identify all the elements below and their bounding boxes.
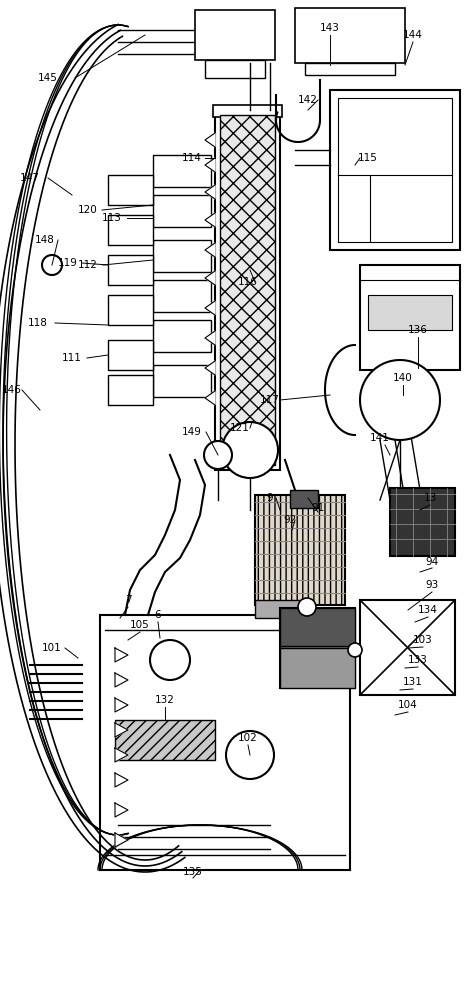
Text: 6: 6 (155, 610, 161, 620)
Bar (280, 608, 355, 688)
Circle shape (226, 731, 274, 779)
Bar (153, 365, 211, 397)
Text: 132: 132 (155, 695, 175, 705)
Polygon shape (205, 133, 215, 147)
Text: 104: 104 (398, 700, 418, 710)
Polygon shape (205, 361, 215, 375)
Bar (153, 155, 211, 187)
Polygon shape (205, 243, 215, 257)
Bar (115, 720, 215, 760)
Circle shape (204, 441, 232, 469)
Text: 148: 148 (35, 235, 55, 245)
Bar (108, 375, 153, 405)
Bar (280, 608, 355, 646)
Bar (290, 490, 318, 508)
Bar (215, 110, 280, 470)
Text: 103: 103 (413, 635, 433, 645)
Circle shape (222, 422, 278, 478)
Bar (153, 240, 211, 272)
Text: 149: 149 (182, 427, 202, 437)
Polygon shape (115, 723, 128, 737)
Circle shape (42, 255, 62, 275)
Bar (108, 340, 153, 370)
Bar (220, 115, 275, 465)
Polygon shape (205, 391, 215, 405)
Polygon shape (115, 648, 128, 662)
Circle shape (150, 640, 190, 680)
Polygon shape (205, 158, 215, 172)
Polygon shape (205, 271, 215, 285)
Bar (338, 98, 452, 242)
Text: 102: 102 (238, 733, 258, 743)
Text: 141: 141 (370, 433, 390, 443)
Bar (330, 90, 460, 250)
Text: 131: 131 (403, 677, 423, 687)
Polygon shape (115, 748, 128, 762)
Polygon shape (205, 185, 215, 199)
Polygon shape (205, 331, 215, 345)
Text: 147: 147 (20, 173, 40, 183)
Text: 93: 93 (425, 580, 439, 590)
Text: 13: 13 (423, 493, 437, 503)
Text: 116: 116 (238, 277, 258, 287)
Text: 133: 133 (408, 655, 428, 665)
Bar (108, 215, 153, 245)
Text: 91: 91 (311, 503, 325, 513)
Bar (255, 600, 305, 618)
Polygon shape (115, 773, 128, 787)
Text: 118: 118 (28, 318, 48, 328)
Text: 114: 114 (182, 153, 202, 163)
Bar (153, 195, 211, 227)
Bar (295, 8, 405, 63)
Text: 105: 105 (130, 620, 150, 630)
Bar (108, 255, 153, 285)
Circle shape (348, 643, 362, 657)
Bar (153, 280, 211, 312)
Text: 112: 112 (78, 260, 98, 270)
Text: 142: 142 (298, 95, 318, 105)
Text: 92: 92 (283, 515, 297, 525)
Polygon shape (115, 803, 128, 817)
Text: 134: 134 (418, 605, 438, 615)
Bar (280, 648, 355, 688)
Text: 144: 144 (403, 30, 423, 40)
Text: 121: 121 (230, 423, 250, 433)
Text: 119: 119 (58, 258, 78, 268)
Text: 7: 7 (125, 595, 131, 605)
Bar (195, 10, 275, 60)
Bar (360, 265, 460, 370)
Bar (255, 495, 345, 605)
Bar (108, 175, 153, 205)
Text: 143: 143 (320, 23, 340, 33)
Polygon shape (115, 698, 128, 712)
Text: 94: 94 (425, 557, 439, 567)
Polygon shape (115, 673, 128, 687)
Bar (368, 295, 452, 330)
Bar (153, 320, 211, 352)
Text: 113: 113 (102, 213, 122, 223)
Text: 145: 145 (38, 73, 58, 83)
Text: 117: 117 (260, 395, 280, 405)
Circle shape (360, 360, 440, 440)
Bar (360, 600, 455, 695)
Text: 111: 111 (62, 353, 82, 363)
Bar (390, 488, 455, 556)
Bar (305, 63, 395, 75)
Circle shape (298, 598, 316, 616)
Polygon shape (205, 301, 215, 315)
Polygon shape (115, 833, 128, 847)
Text: 140: 140 (393, 373, 413, 383)
Bar (213, 105, 282, 117)
Text: 101: 101 (42, 643, 62, 653)
Polygon shape (205, 213, 215, 227)
Text: 115: 115 (358, 153, 378, 163)
Bar (108, 295, 153, 325)
Text: 136: 136 (408, 325, 428, 335)
Text: 146: 146 (2, 385, 22, 395)
Text: 135: 135 (183, 867, 203, 877)
Bar (205, 60, 265, 78)
Text: 9: 9 (266, 493, 274, 503)
Text: 120: 120 (78, 205, 98, 215)
